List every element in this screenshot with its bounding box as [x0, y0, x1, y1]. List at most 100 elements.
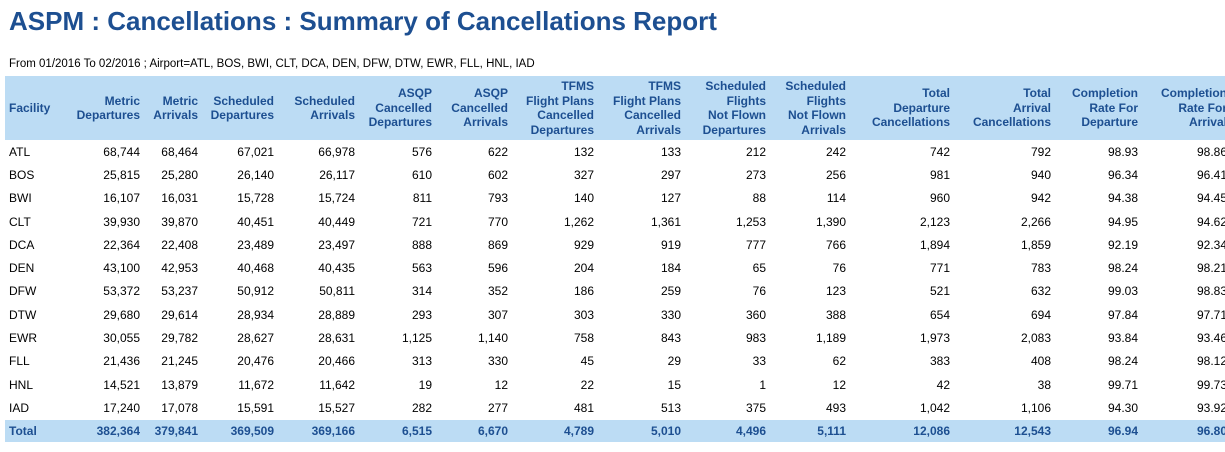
table-cell: 1,042: [919, 400, 950, 415]
column-header-line: Facility: [9, 100, 51, 115]
column-header: Scheduled Departures: [201, 76, 277, 140]
table-cell: 783: [1030, 261, 1051, 276]
table-cell: 22: [580, 377, 594, 392]
table-cell: 2,123: [919, 214, 950, 229]
table-cell: 869: [487, 237, 508, 252]
total-cell: 4,789: [511, 419, 597, 442]
column-header-line: Departure: [893, 100, 950, 115]
total-label: Total: [5, 419, 59, 442]
table-cell: 94.62: [1196, 214, 1225, 229]
table-cell: 140: [573, 191, 594, 206]
table-cell: 99.03: [1107, 284, 1138, 299]
table-cell: 62: [832, 354, 846, 369]
column-header-line: Departures: [76, 108, 140, 122]
table-cell: 2,083: [1020, 331, 1051, 346]
table-cell: 43,100: [103, 261, 140, 276]
column-header-line: Arrival: [1012, 100, 1051, 115]
table-cell: 30,055: [103, 331, 140, 346]
table-cell: 360: [745, 307, 766, 322]
table-cell: 15,728: [237, 191, 274, 206]
column-header: Total Arrival Cancellations: [953, 76, 1054, 140]
column-header-line: Cancelled: [624, 108, 681, 122]
table-cell: 186: [573, 284, 594, 299]
table-cell: 888: [411, 237, 432, 252]
table-cell: 28,627: [237, 331, 274, 346]
table-cell: 16,031: [161, 191, 198, 206]
table-cell: 68,744: [103, 144, 140, 159]
column-header-line: Rate For: [1178, 100, 1225, 115]
table-cell: 66,978: [318, 144, 355, 159]
table-cell: 942: [1030, 191, 1051, 206]
table-cell: 40,449: [318, 214, 355, 229]
table-cell: 29,614: [161, 307, 198, 322]
table-cell: 38: [1037, 377, 1051, 392]
column-header: TFMS Flight Plans Cancelled Departures: [511, 76, 597, 140]
facility-cell: ATL: [9, 144, 31, 159]
column-header-line: Completion: [1161, 86, 1225, 101]
table-cell: 65: [752, 261, 766, 276]
column-header-line: Scheduled: [294, 93, 355, 108]
column-header-line: ASQP: [473, 86, 508, 101]
table-cell: 273: [745, 167, 766, 182]
page-title: ASPM : Cancellations : Summary of Cancel…: [9, 6, 717, 36]
table-cell: 327: [573, 167, 594, 182]
column-header-line: Departures: [368, 115, 432, 130]
total-cell: 5,010: [597, 419, 684, 442]
table-cell: 11,672: [238, 377, 274, 392]
column-header: Metric Departures: [59, 76, 143, 140]
table-cell: 42,953: [161, 261, 198, 276]
table-cell: 76: [752, 284, 766, 299]
table-cell: 42: [936, 377, 950, 392]
table-cell: 654: [929, 307, 950, 322]
column-header-line: Cancelled: [537, 108, 594, 122]
column-header: Scheduled Arrivals: [277, 76, 358, 140]
table-cell: 28,631: [318, 331, 355, 346]
table-cell: 256: [825, 167, 846, 182]
table-cell: 53,237: [161, 284, 198, 299]
table-cell: 19: [418, 377, 432, 392]
table-cell: 132: [573, 144, 594, 159]
table-cell: 29: [667, 354, 681, 369]
table-cell: 98.83: [1196, 284, 1225, 299]
cancellations-table: Facility Metric Departures Metric Arrivals Sc…: [5, 76, 1225, 442]
column-header-line: Arrivals: [153, 108, 198, 122]
table-cell: 1,253: [735, 214, 766, 229]
column-header-line: Cancelled: [375, 100, 432, 115]
total-cell: 379,841: [143, 419, 201, 442]
table-cell: 21,436: [103, 354, 140, 369]
column-header-line: Arrivals: [463, 115, 508, 130]
table-cell: 39,930: [103, 214, 140, 229]
table-cell: 20,466: [318, 354, 355, 369]
table-cell: 12: [494, 377, 508, 392]
total-cell: 96.80: [1141, 419, 1225, 442]
column-header-line: Metric: [104, 93, 140, 108]
table-cell: 94.95: [1107, 214, 1138, 229]
table-cell: 1,390: [815, 214, 846, 229]
table-cell: 25,815: [103, 167, 140, 182]
table-cell: 98.24: [1107, 261, 1138, 276]
facility-cell: IAD: [9, 400, 30, 415]
column-header-line: Cancellations: [871, 115, 950, 130]
table-cell: 25,280: [161, 167, 198, 182]
table-cell: 513: [660, 400, 681, 415]
table-cell: 843: [660, 331, 681, 346]
table-cell: 20,476: [237, 354, 274, 369]
table-cell: 929: [573, 237, 594, 252]
table-cell: 127: [660, 191, 681, 206]
table-cell: 721: [411, 214, 432, 229]
table-cell: 23,497: [318, 237, 355, 252]
facility-cell: CLT: [9, 214, 31, 229]
table-cell: 602: [487, 167, 508, 182]
table-cell: 563: [411, 261, 432, 276]
table-cell: 622: [487, 144, 508, 159]
column-header-line: Metric: [162, 93, 198, 108]
table-cell: 40,468: [237, 261, 274, 276]
table-cell: 771: [929, 261, 950, 276]
table-cell: 22,364: [103, 237, 140, 252]
table-cell: 1,189: [815, 331, 846, 346]
table-cell: 596: [487, 261, 508, 276]
total-cell: 6,670: [435, 419, 511, 442]
table-cell: 307: [487, 307, 508, 322]
column-header-line: Scheduled: [213, 93, 274, 108]
column-header: ASQP Cancelled Arrivals: [435, 76, 511, 140]
